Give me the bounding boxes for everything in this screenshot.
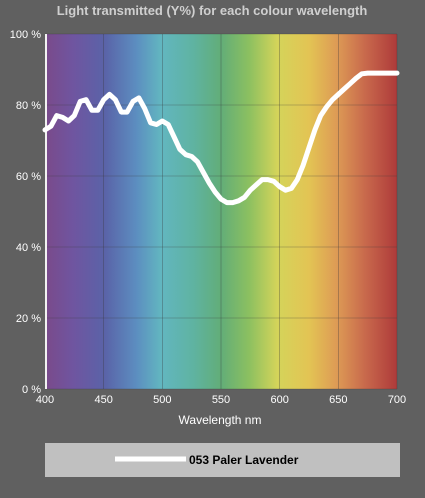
legend-box [45, 443, 400, 477]
series-layer [42, 70, 400, 206]
grid [45, 33, 398, 390]
x-tick-label: 700 [388, 394, 406, 406]
y-tick-label: 20 % [16, 313, 41, 325]
x-tick-label: 400 [36, 394, 54, 406]
x-tick-label: 500 [153, 394, 171, 406]
y-tick-label: 80 % [16, 100, 41, 112]
x-tick-label: 650 [329, 394, 347, 406]
y-tick-label: 40 % [16, 242, 41, 254]
y-tick-label: 100 % [10, 29, 41, 41]
x-axis-title: Wavelength nm [179, 413, 262, 427]
y-tick-label: 60 % [16, 171, 41, 183]
x-tick-label: 450 [94, 394, 112, 406]
x-tick-label: 550 [212, 394, 230, 406]
chart-title: Light transmitted (Y%) for each colour w… [57, 3, 368, 18]
y-tick-label: 0 % [22, 384, 41, 396]
legend-label: 053 Paler Lavender [189, 453, 299, 467]
x-tick-label: 600 [270, 394, 288, 406]
series-line [42, 70, 400, 206]
axis-ticks: 400 450 500 550 600 650 700 0 % 20 % 40 % 60 % 80 %… [10, 29, 406, 406]
